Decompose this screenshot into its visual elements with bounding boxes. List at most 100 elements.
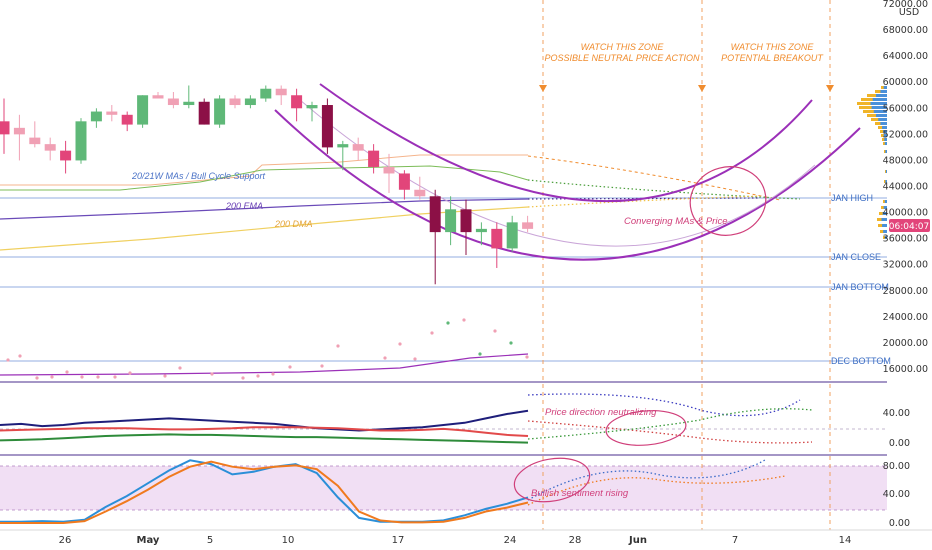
osc1-tick: 40.00 (883, 408, 910, 419)
volume-bar-inner (883, 206, 887, 209)
candle (460, 199, 472, 255)
ma-support-projection-1 (527, 155, 781, 201)
zone2-subtitle: POTENTIAL BREAKOUT (721, 53, 824, 63)
stoch-series (0, 460, 529, 524)
candle (321, 98, 333, 154)
watch-zone-arrows (539, 85, 834, 92)
volume-bar-inner (884, 138, 887, 141)
ma-support-projection-2 (527, 179, 801, 200)
price-tick: 68000.00 (883, 25, 928, 36)
dma-200-label: 200 DMA (274, 219, 313, 229)
ma-support-lower (0, 165, 529, 191)
candle (0, 98, 10, 154)
osc1-tick: 0.00 (889, 438, 910, 449)
candle (306, 101, 318, 122)
candle (291, 88, 303, 122)
volume-bar-inner (872, 98, 887, 101)
price-tick: 72000.00 (883, 0, 928, 10)
price-tick: 56000.00 (883, 103, 928, 114)
osc1-series (0, 433, 529, 444)
candle (137, 95, 149, 128)
volume-bar-inner (878, 118, 887, 121)
candle (44, 137, 56, 161)
stoch-projection (527, 475, 786, 506)
highlight-ellipses (513, 166, 767, 503)
candle (337, 140, 349, 171)
volume-bar-inner (873, 110, 887, 113)
channel-upper-curve (319, 83, 813, 203)
x-tick: 28 (569, 535, 582, 546)
candle (398, 170, 410, 200)
jan-bottom-label: JAN BOTTOM (831, 282, 889, 292)
sentiment-dots (0, 318, 529, 380)
time-axis[interactable]: 26 May 5 10 17 24 28 Jun 7 14 (59, 535, 852, 546)
price-axis[interactable]: USD 72000.00 68000.00 64000.00 60000.00 5600… (883, 0, 930, 529)
candle (244, 95, 256, 109)
channel-lower-curve (274, 109, 861, 261)
volume-bar-inner (876, 114, 887, 117)
volume-bar-inner (885, 150, 887, 153)
converging-ellipse (689, 166, 767, 236)
price-tick: 32000.00 (883, 260, 928, 271)
candle (29, 121, 41, 148)
candle (260, 85, 272, 102)
converging-label: Converging MAs & Price (624, 216, 727, 227)
x-tick: 7 (732, 535, 738, 546)
osc1-projection (527, 420, 813, 444)
x-tick: May (137, 535, 160, 546)
candle (106, 105, 118, 122)
volume-bar-inner (882, 224, 887, 227)
volume-profile (857, 86, 887, 239)
oscillator-panel-1 (0, 393, 813, 444)
zone2-title: WATCH THIS ZONE (731, 42, 815, 52)
osc2-tick: 40.00 (883, 489, 910, 500)
currency-label: USD (899, 7, 919, 18)
price-tick: 44000.00 (883, 182, 928, 193)
candle (75, 118, 87, 164)
zone1-subtitle: POSSIBLE NEUTRAL PRICE ACTION (544, 53, 700, 63)
volume-bar-inner (884, 200, 887, 203)
candle (491, 222, 503, 268)
volume-bar-inner (884, 236, 887, 239)
candle (214, 95, 226, 128)
dma-projection (527, 195, 761, 208)
osc2-tick: 80.00 (883, 461, 910, 472)
volume-bar-inner (884, 142, 887, 145)
stoch-projection (527, 459, 766, 501)
candle (414, 176, 426, 200)
bullish-sentiment-label: Bullish sentiment rising (531, 488, 629, 499)
price-tick: 24000.00 (883, 312, 928, 323)
volume-bar-inner (885, 170, 887, 173)
candle (229, 95, 241, 109)
candle (183, 85, 195, 109)
candle (475, 222, 487, 246)
ma-support-label: 20/21W MAs / Bull Cycle Support (131, 171, 266, 181)
candlesticks (0, 85, 534, 285)
candle (60, 140, 72, 174)
volume-bar-inner (871, 106, 887, 109)
price-tick: 64000.00 (883, 51, 928, 62)
neutralizing-ellipse (605, 410, 687, 446)
price-tick: 52000.00 (883, 129, 928, 140)
volume-bar-inner (882, 126, 887, 129)
osc1-projection (527, 393, 801, 417)
x-tick: 10 (282, 535, 295, 546)
volume-bar-inner (880, 90, 887, 93)
stoch-series (0, 459, 529, 523)
candle (13, 114, 25, 161)
candle (522, 215, 534, 233)
x-tick: 5 (207, 535, 213, 546)
x-tick: 26 (59, 535, 72, 546)
price-tick: 28000.00 (883, 286, 928, 297)
jan-high-label: JAN HIGH (831, 193, 873, 203)
osc1-series (0, 409, 529, 432)
channel-mid-curve (299, 99, 816, 247)
candle (368, 144, 380, 174)
candle (167, 91, 179, 109)
candle (90, 108, 102, 128)
candle (383, 153, 395, 194)
x-tick: 17 (392, 535, 405, 546)
price-tick: 40000.00 (883, 208, 928, 219)
price-tick: 16000.00 (883, 364, 928, 375)
